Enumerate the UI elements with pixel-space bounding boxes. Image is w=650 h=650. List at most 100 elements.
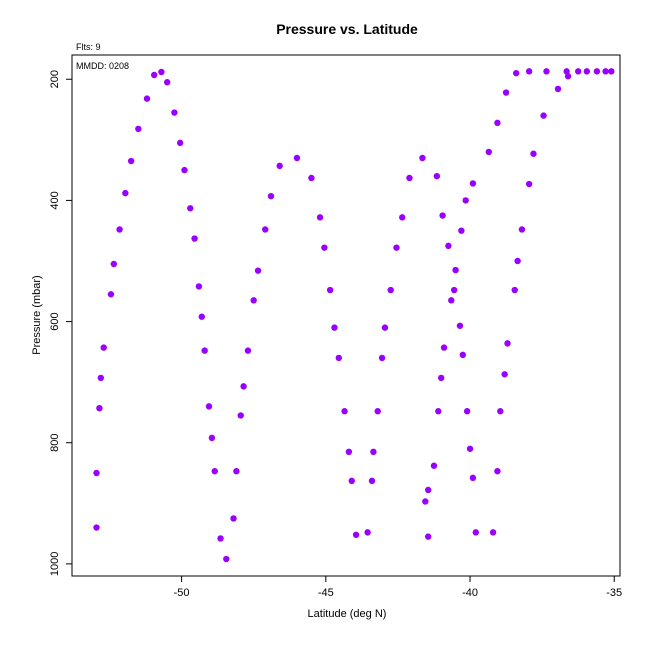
data-point xyxy=(237,412,244,419)
data-point xyxy=(422,498,429,505)
data-point xyxy=(97,374,105,382)
data-point xyxy=(425,486,432,494)
data-point xyxy=(143,95,151,102)
data-point xyxy=(370,448,377,456)
data-point xyxy=(469,180,477,187)
data-point xyxy=(525,68,533,75)
data-point xyxy=(135,125,142,133)
data-point xyxy=(463,408,471,415)
data-point xyxy=(502,89,510,96)
y-axis-label: Pressure (mbar) xyxy=(31,275,43,354)
data-point xyxy=(107,291,115,298)
data-point xyxy=(452,266,459,274)
data-point xyxy=(564,73,572,80)
data-point xyxy=(381,324,389,331)
y-tick-label: 200 xyxy=(49,70,61,88)
data-point xyxy=(504,340,511,347)
data-point xyxy=(158,68,165,76)
data-point xyxy=(497,408,504,415)
data-point xyxy=(458,227,465,234)
data-point xyxy=(223,555,230,563)
data-point xyxy=(501,371,508,378)
data-point xyxy=(374,408,381,415)
data-point xyxy=(466,445,474,452)
data-point xyxy=(543,68,550,75)
data-point xyxy=(462,197,469,204)
data-point xyxy=(554,85,562,93)
data-point xyxy=(341,408,348,415)
data-point xyxy=(514,257,521,265)
data-point xyxy=(435,408,442,415)
data-point xyxy=(293,154,301,162)
data-point xyxy=(433,172,441,180)
x-tick-label: -35 xyxy=(606,587,622,599)
data-point xyxy=(406,174,413,182)
data-point xyxy=(530,150,537,157)
data-point xyxy=(331,324,338,331)
data-point xyxy=(326,286,334,294)
data-point xyxy=(250,297,257,304)
x-tick-label: -40 xyxy=(462,587,478,599)
y-tick-label: 800 xyxy=(49,434,61,452)
data-point xyxy=(181,166,188,174)
x-tick-label: -45 xyxy=(318,587,334,599)
data-point xyxy=(602,68,609,75)
data-point xyxy=(110,260,118,268)
data-point xyxy=(494,467,501,475)
data-point xyxy=(430,462,438,469)
data-point xyxy=(127,157,135,165)
y-tick-label: 600 xyxy=(49,312,61,330)
plot-frame xyxy=(71,54,621,577)
data-point xyxy=(122,189,129,197)
data-point xyxy=(399,214,406,221)
data-point xyxy=(267,192,275,200)
y-axis: 200 400 600 800 1000 xyxy=(49,70,72,576)
data-point xyxy=(254,267,262,274)
data-point xyxy=(171,109,178,116)
data-point xyxy=(437,374,445,382)
data-point xyxy=(525,180,533,188)
data-points xyxy=(93,68,615,563)
y-tick-label: 1000 xyxy=(49,552,61,576)
data-point xyxy=(348,477,355,485)
data-point xyxy=(445,242,452,250)
data-point xyxy=(485,148,492,156)
data-point xyxy=(387,286,394,294)
data-point xyxy=(512,69,520,77)
data-point xyxy=(262,226,269,233)
data-point xyxy=(583,68,591,75)
x-tick-label: -50 xyxy=(174,587,190,599)
data-point xyxy=(469,474,477,482)
data-point xyxy=(393,244,400,251)
data-point xyxy=(574,68,582,75)
data-point xyxy=(217,535,224,542)
data-point xyxy=(176,139,184,147)
data-point xyxy=(187,205,194,212)
data-point xyxy=(378,354,386,362)
data-point xyxy=(308,174,315,182)
data-point xyxy=(244,347,252,354)
data-point xyxy=(456,322,464,329)
data-point xyxy=(151,71,158,79)
data-point xyxy=(195,283,203,290)
data-point xyxy=(540,112,547,119)
y-tick-label: 400 xyxy=(49,191,61,209)
data-point xyxy=(198,313,205,320)
data-point xyxy=(201,347,208,354)
data-point xyxy=(518,226,526,233)
data-point xyxy=(489,529,497,536)
data-point xyxy=(608,68,615,75)
data-point xyxy=(345,448,353,456)
data-point xyxy=(563,68,570,75)
x-axis: -50 -45 -40 -35 xyxy=(174,576,622,599)
data-point xyxy=(116,226,123,233)
data-point xyxy=(364,529,371,536)
x-axis-label: Latitude (deg N) xyxy=(308,608,387,620)
data-point xyxy=(211,467,218,475)
data-point xyxy=(494,119,501,127)
data-point xyxy=(100,344,107,351)
data-point xyxy=(93,469,100,477)
data-point xyxy=(163,79,171,86)
data-point xyxy=(419,154,426,162)
date-annotation: MMDD: 0208 xyxy=(76,61,129,71)
